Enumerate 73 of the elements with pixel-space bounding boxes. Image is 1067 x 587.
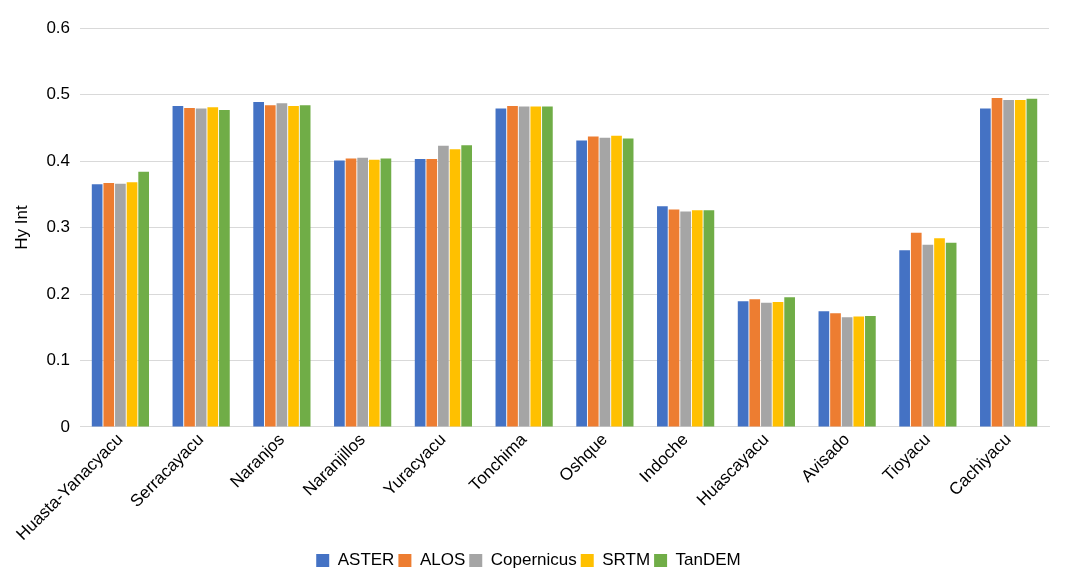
bar [518,106,530,427]
y-tick-label: 0.4 [46,150,71,170]
bar [276,103,288,427]
bar [737,301,749,427]
legend-label: Copernicus [490,550,577,570]
bar [761,302,772,427]
legend-label: TanDEM [675,550,741,570]
bar [1014,99,1026,427]
bar [691,210,703,427]
bar [657,206,668,427]
bar [115,183,126,427]
bar [703,210,715,427]
bar [461,145,472,427]
bar [530,106,542,427]
y-tick-label: 0.1 [46,350,71,370]
bar [853,316,865,427]
bar [507,105,518,427]
bar [357,157,368,427]
bar [91,184,103,427]
bar [334,160,345,427]
bar [945,242,957,427]
legend-label: ALOS [419,550,466,570]
bar [299,105,311,427]
bar [1003,99,1014,427]
bar [749,299,761,427]
bar [772,301,784,427]
bar [841,317,853,427]
bar [103,183,115,427]
bar [126,182,138,427]
bar [576,140,587,427]
bar [172,105,184,427]
bar [542,106,553,427]
bar [219,109,230,427]
bar [818,311,830,427]
bar [680,211,691,427]
bar [991,97,1003,427]
legend-label: SRTM [602,550,651,570]
legend-label: ASTER [337,550,395,570]
bar [922,244,934,427]
bar [368,159,380,427]
bar [195,108,207,427]
y-tick-label: 0.2 [46,283,71,303]
y-tick-label: 0 [60,416,71,436]
bar [587,136,599,427]
bar [934,238,945,427]
bar [1026,98,1038,427]
bar [449,149,461,427]
bar [288,105,299,427]
bar [910,232,922,427]
bar [184,107,195,427]
bar [611,135,622,427]
bar [980,108,991,427]
bar [414,159,426,427]
bar [253,101,264,427]
bar [207,107,219,427]
bar [345,158,357,427]
y-tick-label: 0.5 [46,84,71,104]
bar [264,105,276,427]
bar [830,313,841,427]
bar [599,137,611,427]
bar [622,138,634,427]
bar [865,315,876,427]
bar [784,297,795,427]
bar [668,209,680,427]
y-tick-label: 0.6 [46,17,71,37]
bar [495,108,507,427]
bar [380,158,392,427]
bar [138,171,150,427]
bar [426,159,438,427]
y-axis-title: Hy Int [11,205,31,250]
y-tick-label: 0.3 [46,217,71,237]
bar [899,250,910,427]
bar [438,145,449,427]
